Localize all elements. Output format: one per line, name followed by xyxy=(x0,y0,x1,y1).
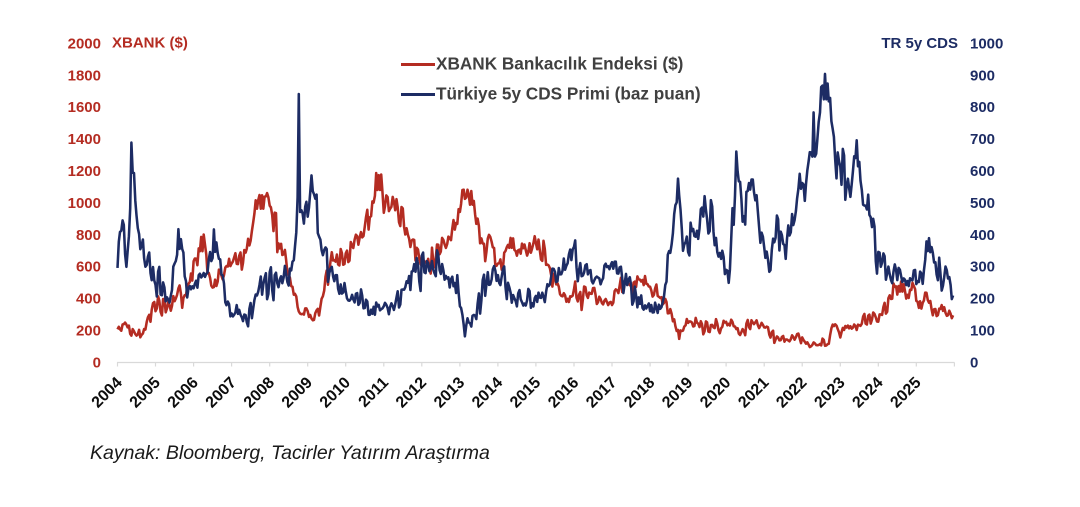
svg-text:1200: 1200 xyxy=(68,163,101,180)
svg-text:2000: 2000 xyxy=(68,35,101,52)
svg-text:1400: 1400 xyxy=(68,131,101,148)
svg-text:100: 100 xyxy=(970,323,995,340)
svg-text:300: 300 xyxy=(970,259,995,276)
svg-text:500: 500 xyxy=(970,195,995,212)
svg-text:200: 200 xyxy=(970,291,995,308)
svg-text:1000: 1000 xyxy=(68,195,101,212)
svg-text:1800: 1800 xyxy=(68,67,101,84)
svg-text:XBANK ($): XBANK ($) xyxy=(112,35,188,52)
svg-text:XBANK Bankacılık Endeksi ($): XBANK Bankacılık Endeksi ($) xyxy=(436,54,683,74)
svg-text:900: 900 xyxy=(970,67,995,84)
svg-text:1600: 1600 xyxy=(68,99,101,116)
svg-text:400: 400 xyxy=(970,227,995,244)
svg-text:400: 400 xyxy=(76,291,101,308)
svg-text:0: 0 xyxy=(93,354,101,371)
svg-text:600: 600 xyxy=(970,163,995,180)
svg-text:Türkiye 5y CDS Primi (baz puan: Türkiye 5y CDS Primi (baz puan) xyxy=(436,84,701,104)
svg-text:800: 800 xyxy=(76,227,101,244)
svg-text:1000: 1000 xyxy=(970,35,1003,52)
svg-text:TR 5y CDS: TR 5y CDS xyxy=(881,35,958,52)
svg-text:0: 0 xyxy=(970,354,978,371)
svg-text:200: 200 xyxy=(76,323,101,340)
svg-text:600: 600 xyxy=(76,259,101,276)
svg-text:Kaynak: Bloomberg, Tacirler Ya: Kaynak: Bloomberg, Tacirler Yatırım Araş… xyxy=(90,442,490,464)
svg-text:700: 700 xyxy=(970,131,995,148)
svg-text:800: 800 xyxy=(970,99,995,116)
